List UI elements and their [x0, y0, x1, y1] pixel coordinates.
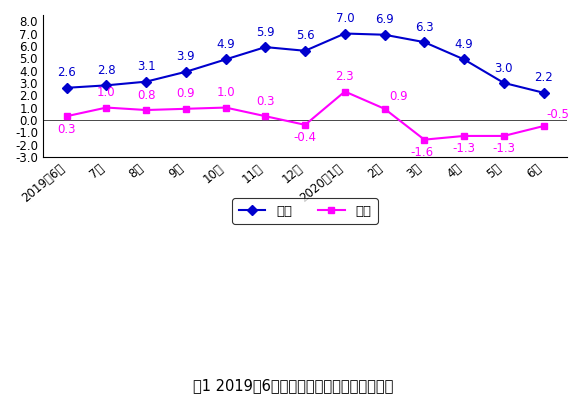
- Text: -1.3: -1.3: [453, 142, 475, 155]
- Text: 2.8: 2.8: [97, 64, 116, 77]
- Text: 2.6: 2.6: [58, 67, 76, 80]
- 同比: [262, 45, 269, 50]
- Text: 2.2: 2.2: [534, 71, 553, 84]
- Text: 0.8: 0.8: [137, 89, 156, 102]
- 同比: [302, 48, 309, 53]
- 同比: [341, 31, 348, 36]
- Text: -1.6: -1.6: [410, 146, 433, 159]
- Text: 图1 2019年6月以来中山居民消费价格涨跌幅: 图1 2019年6月以来中山居民消费价格涨跌幅: [193, 378, 394, 393]
- Text: -0.4: -0.4: [294, 131, 316, 144]
- Text: 5.6: 5.6: [296, 30, 315, 43]
- Text: 6.3: 6.3: [415, 21, 434, 34]
- Text: 5.9: 5.9: [256, 26, 275, 39]
- 同比: [500, 80, 507, 85]
- 同比: [540, 90, 547, 95]
- Text: 6.9: 6.9: [375, 13, 394, 26]
- Text: 7.0: 7.0: [336, 12, 354, 25]
- 环比: [222, 105, 229, 110]
- 同比: [103, 83, 110, 88]
- 同比: [143, 79, 150, 84]
- 环比: [540, 124, 547, 128]
- 同比: [381, 32, 388, 37]
- 环比: [421, 137, 428, 142]
- 环比: [63, 114, 70, 119]
- 环比: [341, 89, 348, 94]
- Text: -0.5: -0.5: [546, 108, 569, 121]
- Text: -1.3: -1.3: [492, 142, 515, 155]
- 环比: [381, 106, 388, 111]
- 环比: [143, 108, 150, 112]
- Line: 同比: 同比: [63, 30, 547, 96]
- Line: 环比: 环比: [63, 88, 547, 143]
- 同比: [421, 40, 428, 45]
- 环比: [103, 105, 110, 110]
- Text: 0.9: 0.9: [389, 90, 408, 103]
- 同比: [63, 85, 70, 90]
- 同比: [183, 69, 190, 74]
- Text: 3.0: 3.0: [494, 61, 513, 74]
- Text: 0.3: 0.3: [256, 95, 275, 108]
- Text: 3.1: 3.1: [137, 60, 156, 73]
- 环比: [500, 134, 507, 138]
- Text: 4.9: 4.9: [455, 38, 474, 51]
- Text: 1.0: 1.0: [97, 86, 116, 99]
- Text: 3.9: 3.9: [177, 50, 195, 63]
- 环比: [262, 114, 269, 119]
- 同比: [461, 57, 468, 62]
- Legend: 同比, 环比: 同比, 环比: [232, 198, 378, 224]
- 环比: [183, 106, 190, 111]
- 环比: [302, 123, 309, 127]
- 同比: [222, 57, 229, 62]
- 环比: [461, 134, 468, 138]
- Text: 1.0: 1.0: [217, 86, 235, 99]
- Text: 0.3: 0.3: [58, 123, 76, 136]
- Text: 2.3: 2.3: [336, 70, 354, 83]
- Text: 0.9: 0.9: [177, 87, 195, 100]
- Text: 4.9: 4.9: [216, 38, 235, 51]
